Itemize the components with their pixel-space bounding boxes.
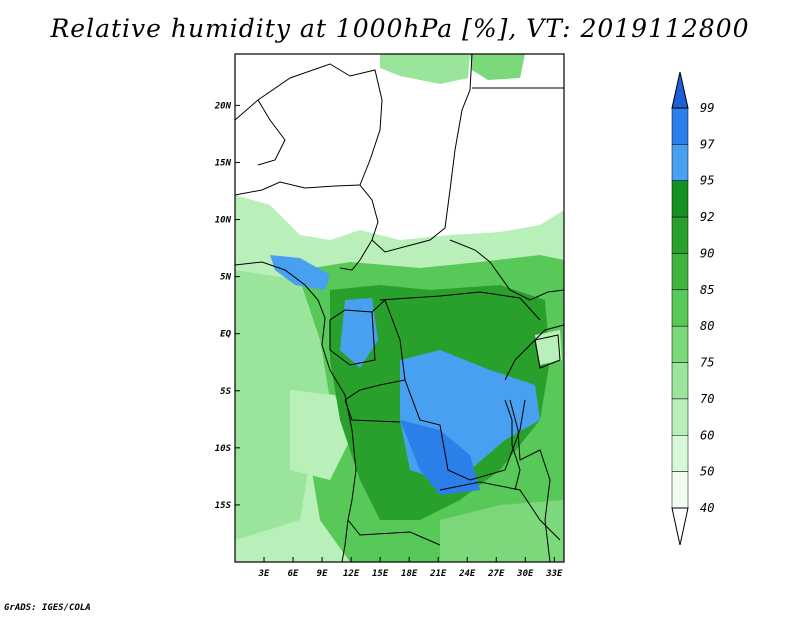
- colorbar: 99 97 95 92 90 85 80 75 70 60 50 40: [671, 71, 715, 546]
- credit-text: GrADS: IGES/COLA: [4, 603, 91, 613]
- y-tick-label: 10S: [215, 444, 232, 454]
- border-line: [371, 299, 526, 481]
- colorbar-label: 75: [700, 356, 714, 370]
- humidity-south-light: [440, 500, 564, 562]
- x-tick-label: 15E: [372, 569, 389, 579]
- colorbar-segments: [671, 107, 689, 509]
- x-tick-label: 6E: [288, 569, 299, 579]
- y-tick-label: 5N: [220, 273, 231, 283]
- colorbar-segment: [671, 289, 689, 327]
- x-tick-label: 18E: [401, 569, 418, 579]
- colorbar-label: 97: [700, 137, 715, 151]
- border-line: [449, 239, 565, 301]
- colorbar-bottom-arrow: [671, 507, 689, 546]
- map-title: Relative humidity at 1000hPa [%], VT: 20…: [50, 14, 750, 43]
- x-tick-label: 33E: [545, 569, 563, 579]
- colorbar-label: 90: [700, 246, 714, 260]
- colorbar-label: 40: [700, 501, 714, 515]
- humidity-coast-band: [270, 255, 330, 290]
- colorbar-segment: [671, 325, 689, 363]
- x-tick-label: 9E: [317, 569, 328, 579]
- x-tick-label: 3E: [258, 569, 270, 579]
- humidity-ocean-pale: [290, 390, 350, 480]
- colorbar-segment: [671, 216, 689, 254]
- border-line: [379, 291, 541, 321]
- country-borders: [234, 53, 565, 563]
- colorbar-label: 92: [700, 210, 714, 224]
- x-tick-label: 24E: [458, 569, 476, 579]
- colorbar-segment: [671, 362, 689, 400]
- y-tick-label: 20N: [214, 101, 232, 111]
- colorbar-top-arrow: [671, 71, 689, 109]
- colorbar-labels: 99 97 95 92 90 85 80 75 70 60 50 40: [700, 101, 715, 515]
- colorbar-segment: [671, 435, 689, 472]
- map-frame: [234, 53, 565, 563]
- colorbar-segment: [671, 144, 689, 181]
- colorbar-label: 85: [700, 283, 714, 297]
- axis-ticks: 3E 6E 9E 12E 15E 18E 21E 24E 27E 30E 33E 20N 15N 10N 5…: [214, 101, 563, 579]
- coastline: [234, 261, 357, 563]
- colorbar-segment: [671, 107, 689, 145]
- colorbar-segment: [671, 253, 689, 291]
- border-line: [257, 99, 286, 166]
- humidity-congo-core-3: [400, 420, 480, 495]
- x-tick-label: 21E: [429, 569, 447, 579]
- x-tick-label: 30E: [516, 569, 534, 579]
- colorbar-label: 60: [700, 428, 714, 442]
- x-tick-label: 27E: [487, 569, 505, 579]
- border-line: [509, 399, 551, 563]
- colorbar-label: 50: [700, 465, 714, 479]
- lake-outline: [504, 399, 521, 491]
- humidity-north-patch: [380, 54, 470, 84]
- border-line: [234, 53, 473, 253]
- colorbar-label: 70: [700, 392, 714, 406]
- border-line: [339, 239, 373, 271]
- y-tick-label: 15S: [215, 501, 232, 511]
- border-line: [234, 181, 361, 196]
- border-line: [344, 379, 406, 423]
- colorbar-label: 99: [700, 101, 714, 115]
- colorbar-segment: [671, 471, 689, 509]
- colorbar-label: 80: [700, 319, 714, 333]
- humidity-north-patch-2: [470, 54, 525, 80]
- border-line: [347, 519, 441, 546]
- colorbar-label: 95: [700, 174, 714, 188]
- border-line: [504, 324, 565, 381]
- colorbar-segment: [671, 180, 689, 218]
- y-tick-label: 15N: [215, 158, 232, 168]
- y-tick-label: EQ: [220, 330, 231, 340]
- x-tick-label: 12E: [343, 569, 360, 579]
- humidity-congo-core: [340, 298, 378, 368]
- y-tick-label: 5S: [220, 387, 231, 397]
- colorbar-segment: [671, 398, 689, 436]
- lake-outline: [534, 334, 561, 369]
- border-line: [439, 481, 561, 541]
- y-tick-label: 10N: [215, 216, 232, 226]
- map-plot: 3E 6E 9E 12E 15E 18E 21E 24E 27E 30E 33E 20N 15N 10N 5…: [214, 53, 565, 579]
